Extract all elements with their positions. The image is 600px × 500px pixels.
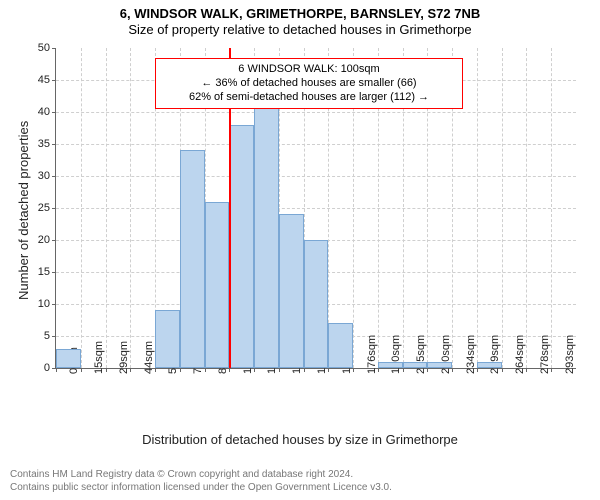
grid-line-h xyxy=(56,144,576,145)
x-tick-mark xyxy=(477,368,478,372)
y-tick-label: 10 xyxy=(38,298,56,310)
x-tick-mark xyxy=(106,368,107,372)
y-tick-label: 25 xyxy=(38,202,56,214)
chart-title-address: 6, WINDSOR WALK, GRIMETHORPE, BARNSLEY, … xyxy=(0,6,600,21)
x-tick-mark xyxy=(155,368,156,372)
chart-subtitle: Size of property relative to detached ho… xyxy=(0,22,600,37)
histogram-bar xyxy=(229,125,254,368)
x-tick-mark xyxy=(353,368,354,372)
grid-line-v xyxy=(477,48,478,368)
property-size-histogram: 6, WINDSOR WALK, GRIMETHORPE, BARNSLEY, … xyxy=(0,0,600,500)
attribution-line-2: Contains public sector information licen… xyxy=(10,481,590,494)
histogram-bar xyxy=(279,214,304,368)
x-tick-label: 44sqm xyxy=(143,341,155,374)
y-tick-label: 50 xyxy=(38,42,56,54)
y-tick-label: 45 xyxy=(38,74,56,86)
grid-line-h xyxy=(56,176,576,177)
histogram-bar xyxy=(56,349,81,368)
grid-line-h xyxy=(56,208,576,209)
x-tick-mark xyxy=(452,368,453,372)
histogram-bar xyxy=(403,362,428,368)
grid-line-h xyxy=(56,112,576,113)
y-tick-label: 0 xyxy=(44,362,56,374)
x-tick-mark xyxy=(502,368,503,372)
x-tick-mark xyxy=(130,368,131,372)
grid-line-v xyxy=(106,48,107,368)
x-tick-mark xyxy=(279,368,280,372)
callout-line-3: 62% of semi-detached houses are larger (… xyxy=(164,91,454,105)
x-tick-mark xyxy=(205,368,206,372)
y-tick-label: 20 xyxy=(38,234,56,246)
attribution-line-1: Contains HM Land Registry data © Crown c… xyxy=(10,468,590,481)
x-tick-label: 278sqm xyxy=(539,335,551,374)
x-tick-label: 264sqm xyxy=(514,335,526,374)
x-tick-mark xyxy=(229,368,230,372)
histogram-bar xyxy=(427,362,452,368)
y-tick-label: 40 xyxy=(38,106,56,118)
x-tick-mark xyxy=(427,368,428,372)
histogram-bar xyxy=(477,362,502,368)
x-tick-label: 190sqm xyxy=(390,335,402,374)
y-tick-label: 15 xyxy=(38,266,56,278)
x-tick-mark xyxy=(56,368,57,372)
histogram-bar xyxy=(378,362,403,368)
grid-line-v xyxy=(551,48,552,368)
x-tick-label: 234sqm xyxy=(465,335,477,374)
x-tick-label: 29sqm xyxy=(118,341,130,374)
x-tick-mark xyxy=(304,368,305,372)
x-tick-label: 220sqm xyxy=(440,335,452,374)
callout-line-2: ← 36% of detached houses are smaller (66… xyxy=(164,77,454,91)
histogram-bar xyxy=(180,150,205,368)
x-tick-mark xyxy=(551,368,552,372)
y-tick-label: 5 xyxy=(44,330,56,342)
x-tick-mark xyxy=(378,368,379,372)
histogram-bar xyxy=(304,240,329,368)
y-axis-label: Number of detached properties xyxy=(16,121,31,300)
y-tick-label: 35 xyxy=(38,138,56,150)
x-axis-label: Distribution of detached houses by size … xyxy=(0,432,600,447)
histogram-bar xyxy=(205,202,230,368)
x-tick-mark xyxy=(254,368,255,372)
property-callout-box: 6 WINDSOR WALK: 100sqm ← 36% of detached… xyxy=(155,58,463,109)
attribution-text: Contains HM Land Registry data © Crown c… xyxy=(0,468,600,494)
grid-line-v xyxy=(502,48,503,368)
x-tick-label: 15sqm xyxy=(93,341,105,374)
grid-line-v xyxy=(81,48,82,368)
histogram-bar xyxy=(155,310,180,368)
histogram-bar xyxy=(328,323,353,368)
x-tick-label: 293sqm xyxy=(564,335,576,374)
grid-line-v xyxy=(130,48,131,368)
grid-line-v xyxy=(526,48,527,368)
x-tick-mark xyxy=(180,368,181,372)
x-tick-mark xyxy=(81,368,82,372)
x-tick-label: 205sqm xyxy=(415,335,427,374)
x-tick-label: 249sqm xyxy=(489,335,501,374)
x-tick-mark xyxy=(403,368,404,372)
x-tick-mark xyxy=(328,368,329,372)
callout-line-1: 6 WINDSOR WALK: 100sqm xyxy=(164,63,454,77)
histogram-bar xyxy=(254,106,279,368)
x-tick-label: 176sqm xyxy=(366,335,378,374)
y-tick-label: 30 xyxy=(38,170,56,182)
x-tick-mark xyxy=(526,368,527,372)
